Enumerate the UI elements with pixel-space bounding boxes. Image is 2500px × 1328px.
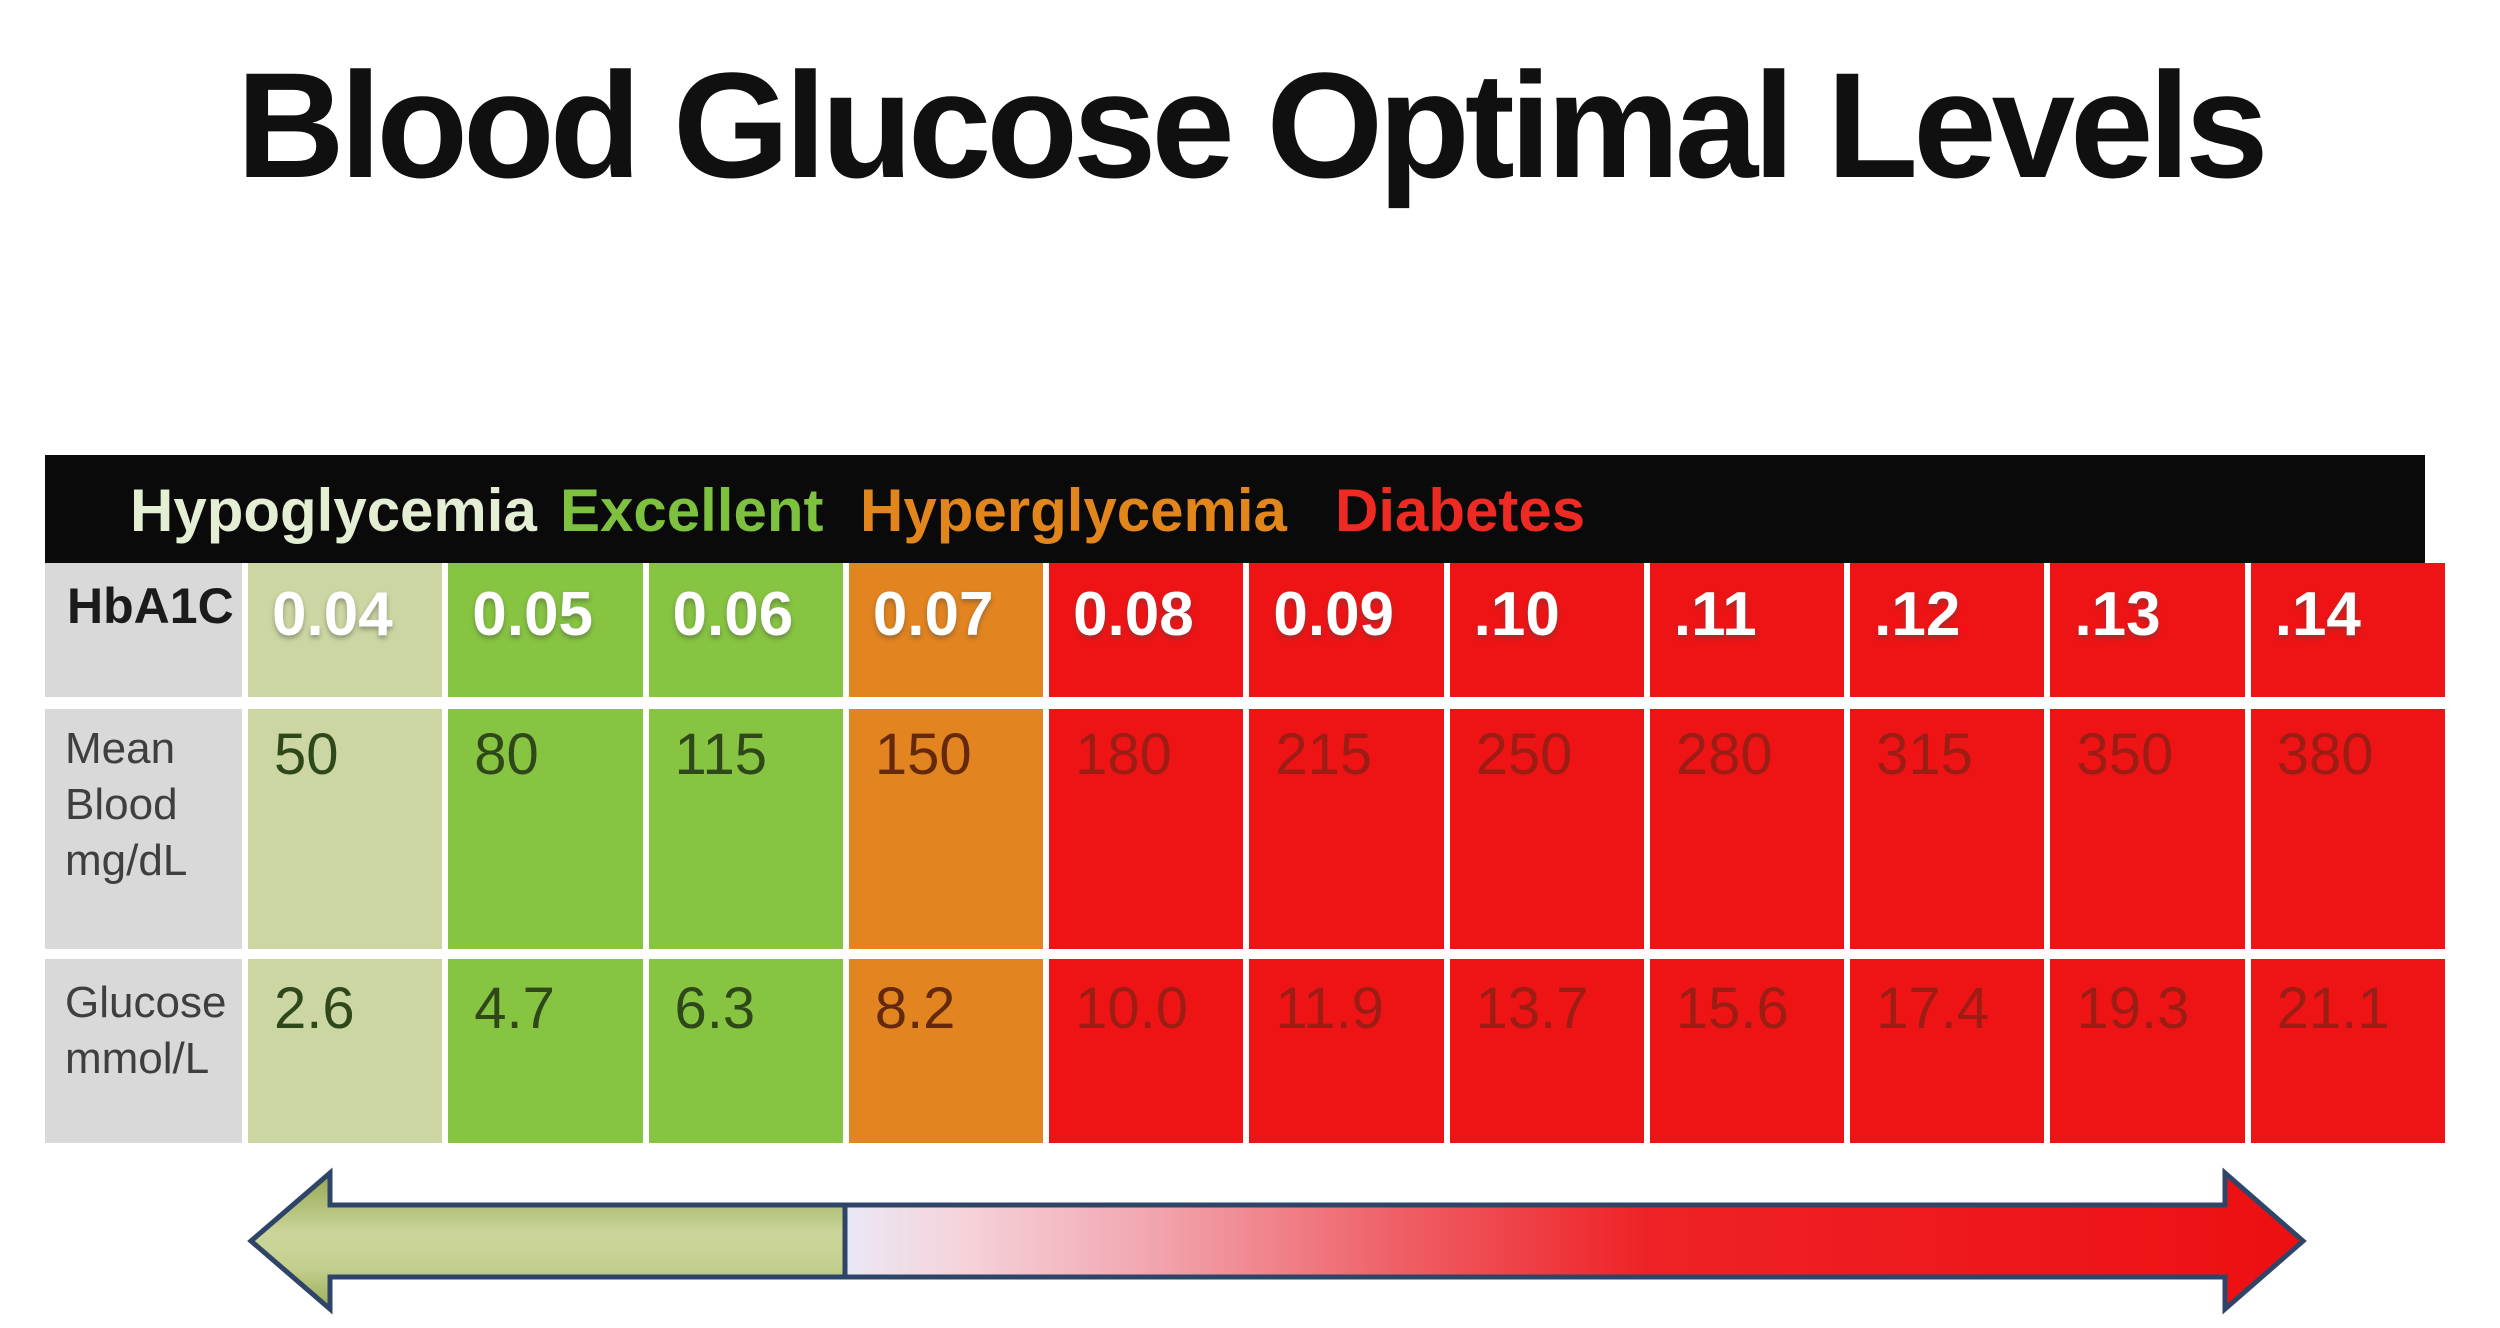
mean-blood-cell: 80 (448, 709, 643, 949)
hba1c-cell: 0.08 (1049, 563, 1244, 697)
arrow-red-segment (842, 1167, 2307, 1315)
row-header-hba1c: HbA1C (45, 563, 242, 697)
mean-blood-cell: 350 (2050, 709, 2245, 949)
glucose-table: Hypoglycemia Excellent Hyperglycemia Dia… (45, 455, 2445, 1143)
hba1c-cell: 0.09 (1249, 563, 1444, 697)
glucose-cell: 13.7 (1449, 959, 1644, 1143)
glucose-cell: 10.0 (1049, 959, 1244, 1143)
table-row-hba1c: HbA1C 0.04 0.05 0.06 0.07 0.08 0.09 .10 … (45, 563, 2445, 697)
glucose-cell: 17.4 (1850, 959, 2045, 1143)
hba1c-cell: .10 (1449, 563, 1644, 697)
hba1c-cell: .14 (2250, 563, 2445, 697)
mean-blood-cell: 280 (1649, 709, 1845, 949)
mean-blood-cell: 315 (1850, 709, 2045, 949)
glucose-cell: 6.3 (648, 959, 843, 1143)
glucose-cell: 19.3 (2050, 959, 2245, 1143)
hba1c-cell: .11 (1649, 563, 1845, 697)
glucose-cell: 8.2 (848, 959, 1044, 1143)
range-arrow-svg (247, 1167, 2307, 1315)
hba1c-cell: 0.05 (448, 563, 643, 697)
row-header-glucose: Glucose mmol/L (45, 959, 242, 1143)
legend-item-hypoglycemia: Hypoglycemia (130, 477, 537, 544)
hba1c-cell: .13 (2050, 563, 2245, 697)
page-title: Blood Glucose Optimal Levels (236, 41, 2268, 209)
mean-blood-cell: 115 (648, 709, 843, 949)
glucose-cell: 4.7 (448, 959, 643, 1143)
hba1c-cell: 0.04 (248, 563, 443, 697)
range-arrow (0, 1160, 2500, 1328)
mean-blood-cell: 180 (1049, 709, 1244, 949)
glucose-cell: 11.9 (1249, 959, 1444, 1143)
mean-blood-cell: 250 (1449, 709, 1644, 949)
legend-item-hyperglycemia: Hyperglycemia (860, 477, 1287, 544)
legend-item-diabetes: Diabetes (1335, 477, 1586, 544)
hba1c-cell: 0.07 (848, 563, 1044, 697)
glucose-cell: 2.6 (248, 959, 443, 1143)
arrow-green-segment (247, 1167, 848, 1315)
mean-blood-cell: 50 (248, 709, 443, 949)
legend-item-excellent: Excellent (560, 477, 824, 544)
table-row-mean-blood: Mean Blood mg/dL 50 80 115 150 180 215 2… (45, 709, 2445, 949)
glucose-cell: 21.1 (2250, 959, 2445, 1143)
mean-blood-cell: 380 (2250, 709, 2445, 949)
row-header-mean-blood: Mean Blood mg/dL (45, 709, 242, 949)
mean-blood-cell: 215 (1249, 709, 1444, 949)
hba1c-cell: .12 (1850, 563, 2045, 697)
table-row-glucose: Glucose mmol/L 2.6 4.7 6.3 8.2 10.0 11.9… (45, 959, 2445, 1143)
legend-bar: Hypoglycemia Excellent Hyperglycemia Dia… (45, 455, 2425, 563)
glucose-cell: 15.6 (1649, 959, 1845, 1143)
mean-blood-cell: 150 (848, 709, 1044, 949)
hba1c-cell: 0.06 (648, 563, 843, 697)
